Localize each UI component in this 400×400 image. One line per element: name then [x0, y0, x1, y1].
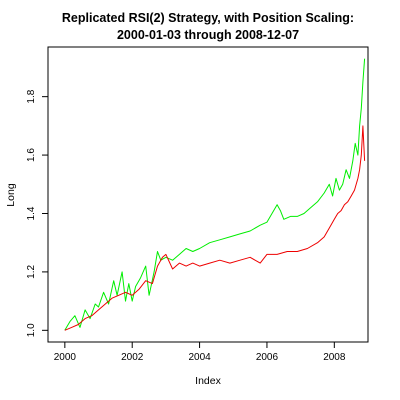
x-tick-label: 2008 — [323, 352, 346, 363]
y-axis-label: Long — [5, 183, 17, 207]
y-tick-label: 1.8 — [26, 89, 37, 103]
chart-title: Replicated RSI(2) Strategy, with Positio… — [62, 11, 354, 25]
y-tick-label: 1.0 — [26, 323, 37, 337]
x-tick-label: 2002 — [121, 352, 144, 363]
y-axis: 1.0 1.2 1.4 1.6 1.8 — [26, 89, 48, 337]
x-tick-label: 2006 — [256, 352, 279, 363]
chart-subtitle: 2000-01-03 through 2008-12-07 — [117, 28, 299, 42]
x-tick-label: 2000 — [54, 352, 77, 363]
series-layer — [65, 59, 365, 331]
y-tick-label: 1.2 — [26, 265, 37, 279]
x-tick-label: 2004 — [188, 352, 211, 363]
plot-frame — [48, 47, 368, 342]
x-axis-label: Index — [195, 375, 221, 387]
y-tick-label: 1.4 — [26, 206, 37, 220]
series-line-2 — [65, 126, 365, 330]
y-tick-label: 1.6 — [26, 148, 37, 162]
x-axis: 2000 2002 2004 2006 2008 — [54, 342, 346, 363]
series-line-1 — [65, 59, 365, 331]
